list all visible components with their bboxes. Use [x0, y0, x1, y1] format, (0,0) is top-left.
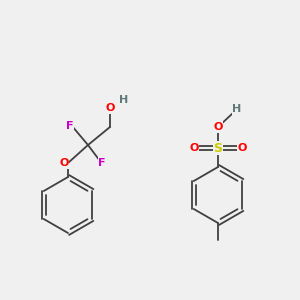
Text: S: S [214, 142, 223, 154]
Text: O: O [213, 122, 223, 132]
Text: O: O [105, 103, 115, 113]
Text: O: O [189, 143, 199, 153]
Text: O: O [59, 158, 69, 168]
Text: H: H [232, 104, 242, 114]
Text: H: H [119, 95, 129, 105]
Text: F: F [98, 158, 106, 168]
Text: O: O [237, 143, 247, 153]
Text: F: F [66, 121, 74, 131]
